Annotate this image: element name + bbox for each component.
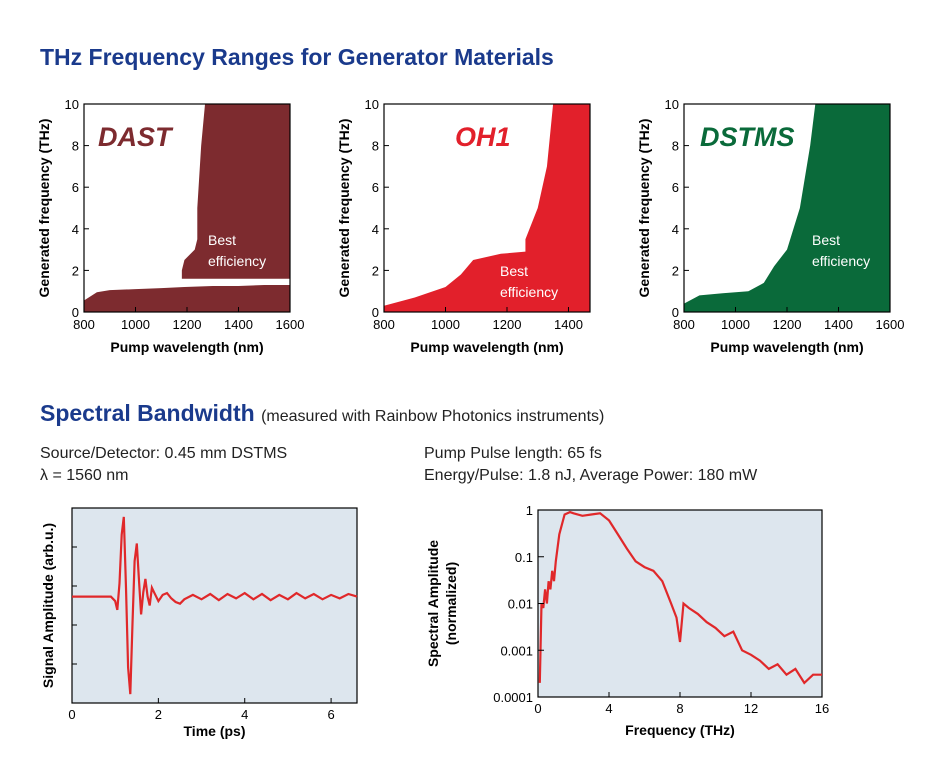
y-tick-label: 0 — [672, 305, 679, 320]
x-tick-label: 1000 — [721, 317, 750, 332]
y-axis-label: Spectral Amplitude — [425, 540, 441, 667]
signal-line — [72, 516, 358, 695]
best-efficiency-label: efficiency — [500, 284, 558, 300]
y-tick-label: 2 — [672, 263, 679, 278]
source-info: Source/Detector: 0.45 mm DSTMS λ = 1560 … — [40, 443, 287, 487]
x-tick-label: 8 — [676, 701, 683, 716]
x-tick-label: 1400 — [554, 317, 583, 332]
y-tick-label: 4 — [372, 222, 379, 237]
y-tick-label: 4 — [72, 222, 79, 237]
best-efficiency-label: efficiency — [208, 253, 266, 269]
y-axis-label: Signal Amplitude (arb.u.) — [40, 523, 56, 688]
x-tick-label: 0 — [68, 707, 75, 722]
y-tick-label: 8 — [372, 139, 379, 154]
y-tick-label: 4 — [672, 222, 679, 237]
section-title-frequency-ranges: THz Frequency Ranges for Generator Mater… — [40, 44, 554, 70]
y-tick-label: 6 — [672, 180, 679, 195]
best-efficiency-label: efficiency — [812, 253, 870, 269]
material-label: DAST — [98, 122, 174, 152]
best-efficiency-label: Best — [208, 232, 236, 248]
y-tick-label: 0.1 — [515, 550, 533, 565]
signal-plot-area — [71, 507, 358, 704]
x-tick-label: 1200 — [173, 317, 202, 332]
y-tick-label: 1 — [526, 503, 533, 518]
spectral-bandwidth-note: (measured with Rainbow Photonics instrum… — [261, 408, 605, 425]
x-axis-label: Pump wavelength (nm) — [110, 339, 263, 355]
dstms-region — [684, 104, 890, 312]
x-tick-label: 800 — [73, 317, 95, 332]
y-axis-label: (normalized) — [443, 562, 459, 645]
y-tick-label: 2 — [372, 263, 379, 278]
y-tick-label: 2 — [72, 263, 79, 278]
spectrum-line — [538, 510, 822, 685]
y-tick-label: 0.01 — [508, 597, 533, 612]
y-axis-label: Generated frequency (THz) — [636, 119, 652, 298]
section-title-spectral-bandwidth: Spectral Bandwidth (measured with Rainbo… — [40, 400, 604, 427]
y-tick-label: 10 — [365, 97, 379, 112]
x-tick-label: 1600 — [876, 317, 905, 332]
x-tick-label: 1400 — [824, 317, 853, 332]
energy-power-text: Energy/Pulse: 1.8 nJ, Average Power: 180… — [424, 467, 758, 484]
plot-frame — [383, 103, 591, 313]
y-axis-label: Generated frequency (THz) — [336, 119, 352, 298]
x-tick-label: 1000 — [431, 317, 460, 332]
y-tick-label: 0.0001 — [493, 690, 533, 705]
best-efficiency-label: Best — [500, 263, 528, 279]
x-tick-label: 1400 — [224, 317, 253, 332]
x-tick-label: 800 — [673, 317, 695, 332]
y-tick-label: 6 — [372, 180, 379, 195]
spectrum-plot-area — [537, 509, 823, 698]
y-axis-label: Generated frequency (THz) — [36, 119, 52, 298]
x-tick-label: 2 — [155, 707, 162, 722]
x-axis-label: Time (ps) — [184, 723, 246, 739]
x-tick-label: 4 — [605, 701, 612, 716]
y-tick-label: 8 — [672, 139, 679, 154]
y-tick-label: 6 — [72, 180, 79, 195]
x-tick-label: 800 — [373, 317, 395, 332]
x-tick-label: 1200 — [493, 317, 522, 332]
x-axis-label: Pump wavelength (nm) — [410, 339, 563, 355]
y-tick-label: 0.001 — [500, 643, 533, 658]
wavelength-text: λ = 1560 nm — [40, 467, 129, 484]
best-efficiency-label: Best — [812, 232, 840, 248]
x-tick-label: 4 — [241, 707, 248, 722]
source-detector-text: Source/Detector: 0.45 mm DSTMS — [40, 445, 288, 462]
x-tick-label: 16 — [815, 701, 829, 716]
material-label: DSTMS — [700, 122, 795, 152]
x-axis-label: Pump wavelength (nm) — [710, 339, 863, 355]
x-tick-label: 0 — [534, 701, 541, 716]
oh1-region — [384, 104, 590, 312]
pump-info: Pump Pulse length: 65 fs Energy/Pulse: 1… — [424, 443, 757, 487]
x-axis-label: Frequency (THz) — [625, 722, 735, 738]
y-tick-label: 10 — [65, 97, 79, 112]
x-tick-label: 1000 — [121, 317, 150, 332]
y-tick-label: 10 — [665, 97, 679, 112]
y-tick-label: 0 — [72, 305, 79, 320]
dast-lower-region — [84, 284, 290, 312]
spectral-bandwidth-heading: Spectral Bandwidth — [40, 400, 255, 426]
x-tick-label: 6 — [327, 707, 334, 722]
y-tick-label: 8 — [72, 139, 79, 154]
dast-upper-region — [181, 104, 290, 279]
x-tick-label: 1600 — [276, 317, 305, 332]
y-tick-label: 0 — [372, 305, 379, 320]
pulse-length-text: Pump Pulse length: 65 fs — [424, 445, 602, 462]
material-label: OH1 — [455, 122, 511, 152]
x-tick-label: 1200 — [773, 317, 802, 332]
x-tick-label: 12 — [744, 701, 758, 716]
